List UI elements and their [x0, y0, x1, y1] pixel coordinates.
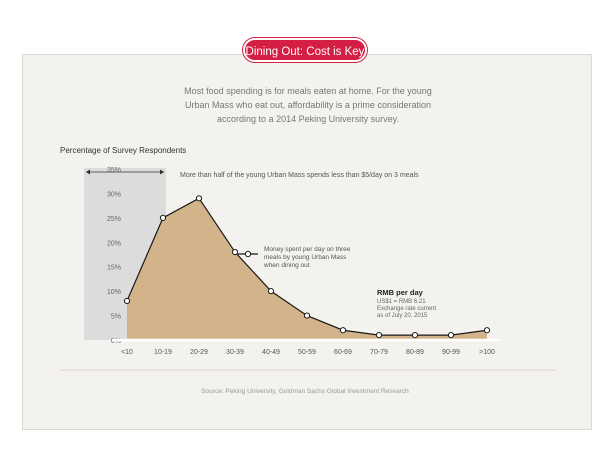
x-tick-label: >100 — [479, 349, 495, 356]
y-tick-label: 30% — [107, 191, 121, 198]
area-fill — [127, 198, 487, 340]
x-tick-label: 40-49 — [262, 349, 280, 356]
intro-line-2: Urban Mass who eat out, affordability is… — [185, 100, 431, 110]
intro-text: Most food spending is for meals eaten at… — [150, 84, 466, 126]
x-tick-label: 50-59 — [298, 349, 316, 356]
y-tick-label: 35% — [107, 167, 121, 174]
bracket-arrow-right — [160, 169, 164, 175]
page-title: Dining Out: Cost is Key — [243, 38, 367, 62]
rmb-rate: US$1 = RMB 6.21 — [377, 299, 426, 305]
rmb-title: RMB per day — [377, 288, 424, 297]
y-tick-label: 5% — [111, 314, 121, 321]
legend-label-line: when dining out — [263, 262, 310, 269]
x-tick-label: 70-79 — [370, 349, 388, 356]
data-point — [447, 332, 455, 339]
y-tick-label: 15% — [107, 265, 121, 272]
legend-label-line: meals by young Urban Mass — [264, 254, 347, 261]
x-tick-label: 20-29 — [190, 349, 208, 356]
data-point — [483, 327, 491, 334]
y-tick-label: 20% — [107, 240, 121, 247]
data-point — [195, 195, 203, 202]
data-point — [267, 288, 275, 295]
intro-line-3: according to a 2014 Peking University su… — [217, 114, 399, 124]
bracket-arrow-left — [86, 169, 90, 175]
intro-line-1: Most food spending is for meals eaten at… — [184, 86, 432, 96]
y-tick-label: 10% — [107, 289, 121, 296]
highlight-annotation: More than half of the young Urban Mass s… — [180, 172, 419, 179]
chart-title: Percentage of Survey Respondents — [60, 146, 187, 155]
y-tick-label: 0% — [111, 338, 121, 345]
x-tick-label: 90-99 — [442, 349, 460, 356]
x-tick-label: 80-89 — [406, 349, 424, 356]
data-point — [375, 332, 383, 339]
data-point — [231, 248, 239, 256]
rmb-note-2: as of July 20, 2015 — [377, 313, 428, 319]
y-tick-label: 25% — [107, 216, 121, 223]
source-note: Source: Peking University, Goldman Sachs… — [201, 388, 409, 395]
data-point — [339, 327, 347, 334]
legend-label: Money spent per day on three meals by you… — [263, 246, 351, 269]
x-tick-label: 10-19 — [154, 349, 172, 356]
legend-label-line: Money spent per day on three — [264, 246, 351, 253]
rmb-note-1: Exchange rate current — [377, 306, 436, 312]
data-point — [303, 312, 311, 319]
x-tick-label: 30-39 — [226, 349, 244, 356]
data-point — [159, 214, 167, 221]
data-point — [411, 332, 419, 339]
legend-marker — [244, 250, 252, 258]
x-tick-label: <10 — [121, 349, 133, 356]
data-point — [123, 297, 131, 305]
x-tick-label: 60-69 — [334, 349, 352, 356]
